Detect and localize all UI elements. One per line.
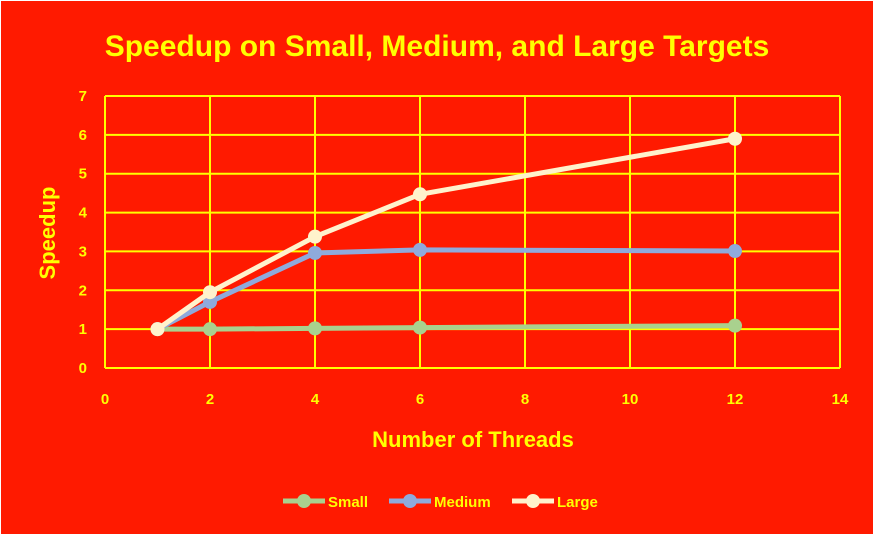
data-point-medium — [203, 294, 217, 309]
legend: Small Medium Large — [283, 494, 598, 511]
legend-marker-large — [526, 494, 540, 508]
x-tick-label: 10 — [622, 391, 639, 408]
x-tick-label: 0 — [101, 391, 109, 408]
y-tick-label: 5 — [79, 166, 87, 183]
x-axis-ticks: 0 2 4 6 8 10 12 14 — [101, 391, 849, 408]
data-point-large — [413, 187, 427, 202]
series-line-small — [155, 323, 738, 332]
x-tick-label: 2 — [206, 391, 214, 408]
x-tick-label: 6 — [416, 391, 424, 408]
data-point-small — [308, 321, 322, 336]
y-tick-label: 6 — [79, 127, 87, 144]
legend-item-medium: Medium — [389, 494, 491, 511]
legend-item-small: Small — [283, 494, 368, 511]
y-tick-label: 7 — [79, 88, 87, 105]
data-point-small — [728, 318, 742, 333]
legend-item-large: Large — [512, 494, 598, 511]
legend-marker-medium — [403, 494, 417, 508]
x-axis-title: Number of Threads — [372, 427, 574, 452]
legend-marker-small — [297, 494, 311, 508]
series-group — [150, 131, 742, 337]
y-tick-label: 4 — [79, 205, 88, 222]
y-axis-ticks: 0 1 2 3 4 5 6 7 — [79, 88, 88, 377]
chart-title: Speedup on Small, Medium, and Large Targ… — [105, 30, 770, 63]
y-tick-label: 2 — [79, 282, 87, 299]
y-tick-label: 3 — [79, 243, 87, 260]
legend-label-medium: Medium — [434, 494, 491, 511]
legend-label-large: Large — [557, 494, 598, 511]
y-tick-label: 0 — [79, 360, 87, 377]
legend-label-small: Small — [328, 494, 368, 511]
data-point-small — [203, 322, 217, 337]
y-tick-label: 1 — [79, 321, 87, 338]
grid — [104, 95, 841, 369]
x-tick-label: 4 — [311, 391, 320, 408]
data-point-small — [413, 320, 427, 335]
data-point-large — [150, 322, 165, 337]
series-large — [150, 131, 742, 337]
data-point-large — [728, 131, 742, 146]
y-axis-title: Speedup — [35, 187, 60, 280]
data-point-medium — [413, 242, 427, 257]
series-line-large — [155, 136, 738, 332]
series-small — [150, 318, 742, 337]
data-point-large — [308, 229, 322, 244]
x-tick-label: 14 — [832, 391, 849, 408]
x-tick-label: 8 — [521, 391, 529, 408]
data-point-large — [203, 285, 217, 300]
data-point-medium — [308, 245, 322, 260]
x-tick-label: 12 — [727, 391, 744, 408]
data-point-medium — [728, 244, 742, 259]
